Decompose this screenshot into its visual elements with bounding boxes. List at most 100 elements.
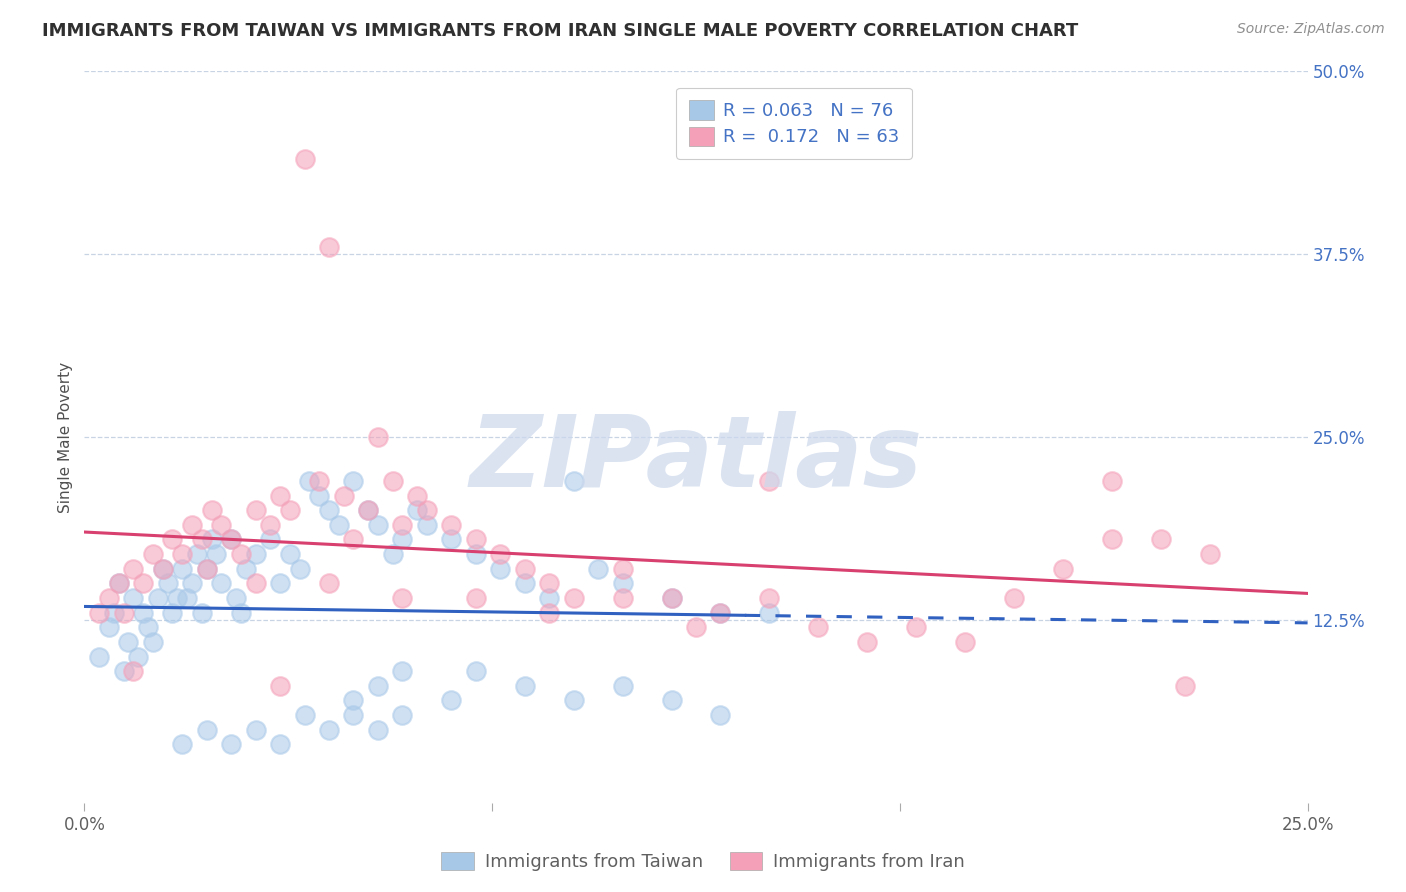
Point: [856, 635, 879, 649]
Point: [342, 693, 364, 707]
Point: [391, 533, 413, 547]
Point: [195, 723, 218, 737]
Point: [152, 562, 174, 576]
Point: [562, 591, 585, 605]
Point: [758, 474, 780, 488]
Point: [416, 517, 439, 532]
Text: Source: ZipAtlas.com: Source: ZipAtlas.com: [1237, 22, 1385, 37]
Point: [381, 547, 404, 561]
Point: [172, 547, 194, 561]
Point: [269, 737, 291, 751]
Point: [513, 562, 536, 576]
Point: [357, 503, 380, 517]
Point: [391, 591, 413, 605]
Point: [367, 430, 389, 444]
Legend: R = 0.063   N = 76, R =  0.172   N = 63: R = 0.063 N = 76, R = 0.172 N = 63: [676, 87, 911, 159]
Point: [562, 693, 585, 707]
Point: [132, 576, 155, 591]
Point: [562, 474, 585, 488]
Point: [269, 576, 291, 591]
Point: [269, 489, 291, 503]
Point: [464, 533, 486, 547]
Point: [146, 591, 169, 605]
Point: [181, 517, 204, 532]
Point: [200, 503, 222, 517]
Point: [308, 489, 330, 503]
Point: [181, 576, 204, 591]
Point: [357, 503, 380, 517]
Point: [342, 708, 364, 723]
Point: [342, 474, 364, 488]
Point: [176, 591, 198, 605]
Point: [298, 474, 321, 488]
Point: [122, 664, 145, 678]
Point: [235, 562, 257, 576]
Point: [127, 649, 149, 664]
Point: [186, 547, 208, 561]
Point: [259, 517, 281, 532]
Point: [381, 474, 404, 488]
Point: [156, 576, 179, 591]
Point: [612, 591, 634, 605]
Point: [112, 606, 135, 620]
Point: [142, 635, 165, 649]
Point: [586, 562, 609, 576]
Point: [97, 591, 120, 605]
Point: [245, 503, 267, 517]
Point: [807, 620, 830, 634]
Point: [205, 547, 228, 561]
Y-axis label: Single Male Poverty: Single Male Poverty: [58, 361, 73, 513]
Point: [661, 591, 683, 605]
Point: [685, 620, 707, 634]
Point: [152, 562, 174, 576]
Point: [464, 547, 486, 561]
Point: [195, 562, 218, 576]
Point: [464, 591, 486, 605]
Legend: Immigrants from Taiwan, Immigrants from Iran: Immigrants from Taiwan, Immigrants from …: [434, 845, 972, 879]
Point: [245, 547, 267, 561]
Point: [97, 620, 120, 634]
Point: [440, 693, 463, 707]
Point: [294, 152, 316, 166]
Point: [195, 562, 218, 576]
Point: [209, 576, 232, 591]
Point: [1198, 547, 1220, 561]
Point: [1150, 533, 1173, 547]
Point: [406, 503, 429, 517]
Point: [219, 737, 242, 751]
Point: [117, 635, 139, 649]
Point: [229, 606, 252, 620]
Point: [1101, 474, 1123, 488]
Point: [112, 664, 135, 678]
Point: [328, 517, 350, 532]
Point: [278, 547, 301, 561]
Point: [538, 591, 561, 605]
Point: [332, 489, 354, 503]
Point: [87, 649, 110, 664]
Point: [166, 591, 188, 605]
Point: [122, 562, 145, 576]
Point: [513, 679, 536, 693]
Point: [229, 547, 252, 561]
Point: [278, 503, 301, 517]
Point: [538, 576, 561, 591]
Point: [191, 606, 214, 620]
Point: [905, 620, 928, 634]
Point: [709, 708, 731, 723]
Point: [122, 591, 145, 605]
Point: [318, 240, 340, 254]
Point: [1174, 679, 1197, 693]
Point: [245, 723, 267, 737]
Point: [367, 723, 389, 737]
Point: [464, 664, 486, 678]
Point: [440, 533, 463, 547]
Point: [391, 517, 413, 532]
Point: [103, 606, 125, 620]
Point: [758, 606, 780, 620]
Point: [318, 576, 340, 591]
Point: [440, 517, 463, 532]
Point: [489, 562, 512, 576]
Point: [294, 708, 316, 723]
Point: [200, 533, 222, 547]
Point: [1002, 591, 1025, 605]
